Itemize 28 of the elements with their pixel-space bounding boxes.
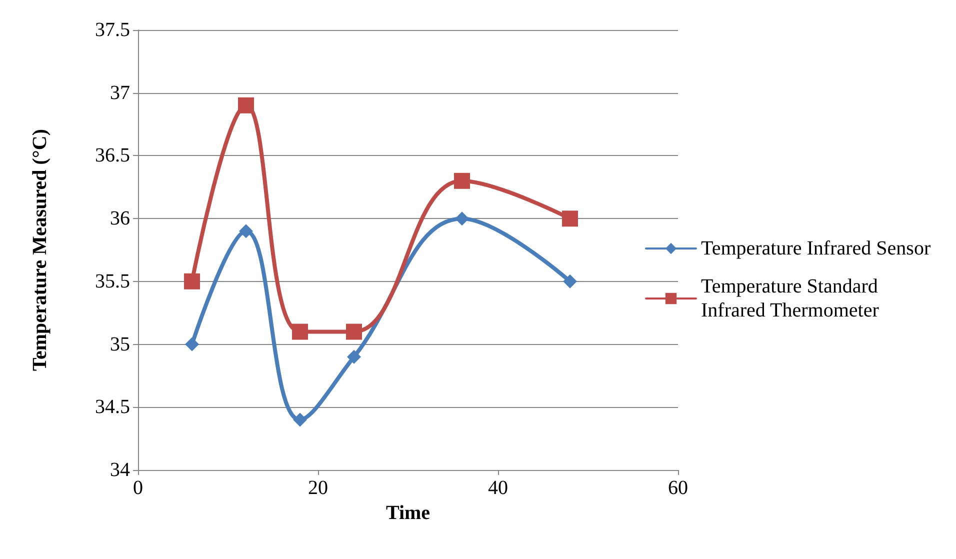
- point: [185, 337, 199, 352]
- point: [184, 273, 200, 290]
- y-tick-label: 37.5: [95, 19, 130, 41]
- x-tick-label: 60: [668, 477, 688, 499]
- x-tick-label: 40: [488, 477, 508, 499]
- y-tick-label: 34.5: [95, 396, 130, 418]
- y-tick-label: 37: [110, 82, 130, 104]
- point: [455, 212, 469, 226]
- point: [238, 97, 254, 114]
- point: [454, 172, 470, 189]
- y-tick-label: 34: [110, 459, 130, 481]
- y-tick-label: 36: [110, 208, 130, 230]
- point: [562, 210, 578, 227]
- point: [239, 224, 253, 238]
- y-tick-label: 35: [110, 333, 130, 356]
- y-axis-title: Temperature Measured (°C): [29, 128, 51, 372]
- x-tick-label: 0: [133, 477, 143, 499]
- point: [293, 412, 307, 427]
- y-tick-label: 35.5: [95, 270, 130, 292]
- legend-label: Temperature Infrared Sensor: [701, 238, 931, 260]
- point: [346, 324, 362, 340]
- x-axis-title: Time: [386, 502, 430, 524]
- y-tick-label: 36.5: [95, 144, 130, 167]
- point: [347, 350, 361, 364]
- legend-label: Temperature Standard Infrared Thermometer: [701, 276, 883, 322]
- x-tick-label: 20: [308, 477, 328, 499]
- point: [563, 274, 577, 288]
- point: [292, 324, 308, 340]
